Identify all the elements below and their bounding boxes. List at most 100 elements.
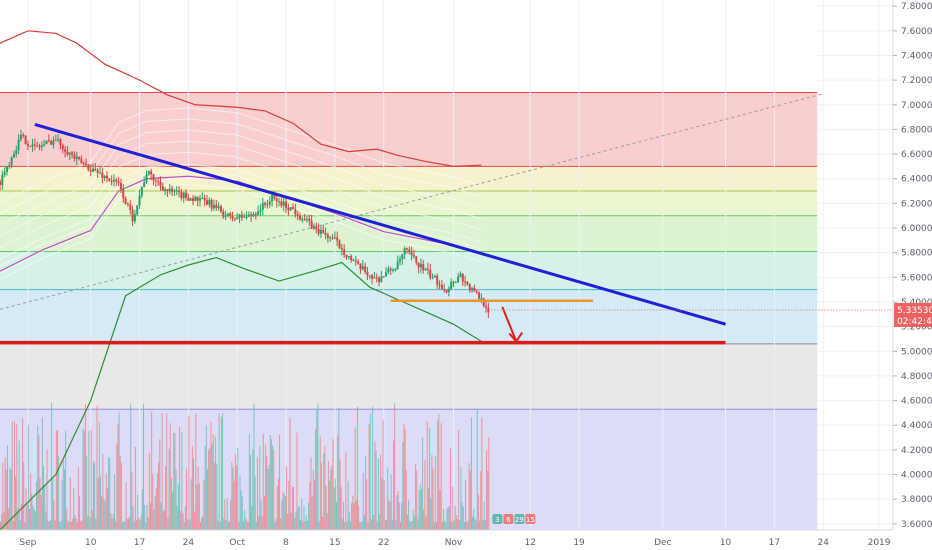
volume-bar-131 (152, 473, 154, 530)
volume-bar-168 (195, 413, 197, 530)
volume-bar-177 (205, 425, 207, 530)
candle-body-55 (126, 203, 129, 205)
volume-bar-373 (433, 521, 435, 530)
candle-body-127 (294, 209, 297, 215)
volume-bar-146 (169, 423, 171, 530)
volume-bar-216 (251, 505, 253, 530)
drawings[interactable] (0, 93, 893, 345)
candle-body-61 (140, 186, 143, 196)
volume-bar-418 (486, 450, 488, 530)
volume-bar-259 (301, 498, 303, 530)
volume-bar-250 (290, 512, 292, 530)
volume-bar-197 (229, 521, 231, 530)
volume-bar-38 (44, 484, 46, 530)
volume-bar-273 (317, 403, 319, 530)
candle-body-198 (459, 273, 462, 277)
volume-badge-bg-2 (514, 514, 525, 524)
volume-bar-377 (438, 414, 440, 530)
candle-body-60 (138, 195, 141, 206)
volume-bar-210 (244, 509, 246, 530)
volume-bar-410 (476, 409, 478, 530)
volume-bar-310 (360, 521, 362, 530)
volume-bar-385 (447, 506, 449, 530)
volume-bar-366 (425, 516, 427, 530)
volume-bar-20 (23, 462, 25, 530)
volume-bar-196 (227, 521, 229, 530)
candle-body-173 (401, 254, 404, 260)
candle-body-207 (480, 298, 483, 300)
volume-bar-60 (69, 477, 71, 530)
x-tick-label-5: 8 (283, 538, 289, 548)
volume-bar-75 (87, 516, 89, 530)
volume-bar-359 (417, 519, 419, 530)
ribbon-line-9 (0, 107, 482, 204)
candle-body-85 (196, 196, 199, 201)
volume-bar-365 (424, 460, 426, 530)
volume-bar-258 (299, 520, 301, 530)
volume-bar-31 (36, 480, 38, 530)
candle-body-67 (154, 180, 157, 182)
volume-bar-179 (208, 450, 210, 530)
volume-bar-357 (415, 464, 417, 530)
y-tick-label-4: 7.00000 (901, 101, 932, 111)
candles (0, 129, 490, 318)
candle-body-74 (171, 188, 174, 192)
volume-bar-12 (13, 421, 15, 530)
volume-bar-309 (359, 521, 361, 530)
candle-body-166 (385, 272, 388, 277)
candle-body-189 (438, 284, 441, 286)
candle-body-62 (143, 182, 146, 187)
volume-badge-1: 6 (503, 514, 514, 524)
volume-bar-39 (45, 511, 47, 530)
volume-bar-103 (119, 456, 121, 530)
volume-bar-303 (352, 495, 354, 530)
volume-bar-245 (284, 495, 286, 530)
candle-body-206 (478, 292, 481, 299)
volume-bar-412 (479, 520, 481, 530)
volume-bar-154 (179, 427, 181, 530)
candle-body-17 (38, 146, 41, 148)
volume-bar-172 (199, 521, 201, 530)
volume-bar-292 (339, 459, 341, 530)
volume-bar-21 (24, 521, 26, 530)
volume-bar-160 (186, 468, 188, 530)
volume-bar-25 (29, 508, 31, 530)
candle-body-26 (59, 139, 62, 146)
volume-bar-276 (320, 463, 322, 530)
candle-body-30 (68, 152, 71, 155)
x-tick-label-7: 22 (378, 538, 389, 548)
candle-body-101 (233, 218, 236, 220)
volume-bar-228 (265, 444, 267, 530)
projection-arrow-head (508, 331, 524, 344)
candle-body-36 (82, 162, 85, 164)
candle-body-42 (96, 170, 99, 173)
candle-body-81 (187, 197, 190, 201)
volume-bar-300 (348, 512, 350, 530)
volume-bar-95 (110, 513, 112, 530)
candle-body-5 (10, 157, 13, 166)
volume-bar-29 (33, 508, 35, 530)
volume-bar-195 (226, 498, 228, 530)
candle-body-66 (152, 174, 155, 181)
volume-bar-32 (37, 425, 39, 530)
volume-bar-87 (101, 496, 103, 530)
volume-bar-325 (377, 458, 379, 530)
candle-body-89 (205, 200, 208, 205)
candle-body-193 (447, 288, 450, 293)
volume-bar-141 (163, 510, 165, 530)
volume-bar-278 (323, 453, 325, 530)
candle-body-204 (473, 288, 476, 292)
volume-bar-188 (218, 413, 220, 530)
volume-bar-221 (256, 457, 258, 530)
volume-bar-246 (286, 466, 288, 530)
volume-bar-268 (311, 496, 313, 530)
volume-bar-73 (84, 403, 86, 530)
volume-bar-165 (191, 446, 193, 530)
fib-band-5 (0, 289, 818, 344)
volume-bar-106 (123, 521, 125, 530)
volume-bar-51 (59, 521, 61, 530)
volume-bar-217 (252, 449, 254, 530)
volume-bar-321 (373, 514, 375, 530)
candle-body-192 (445, 289, 448, 293)
